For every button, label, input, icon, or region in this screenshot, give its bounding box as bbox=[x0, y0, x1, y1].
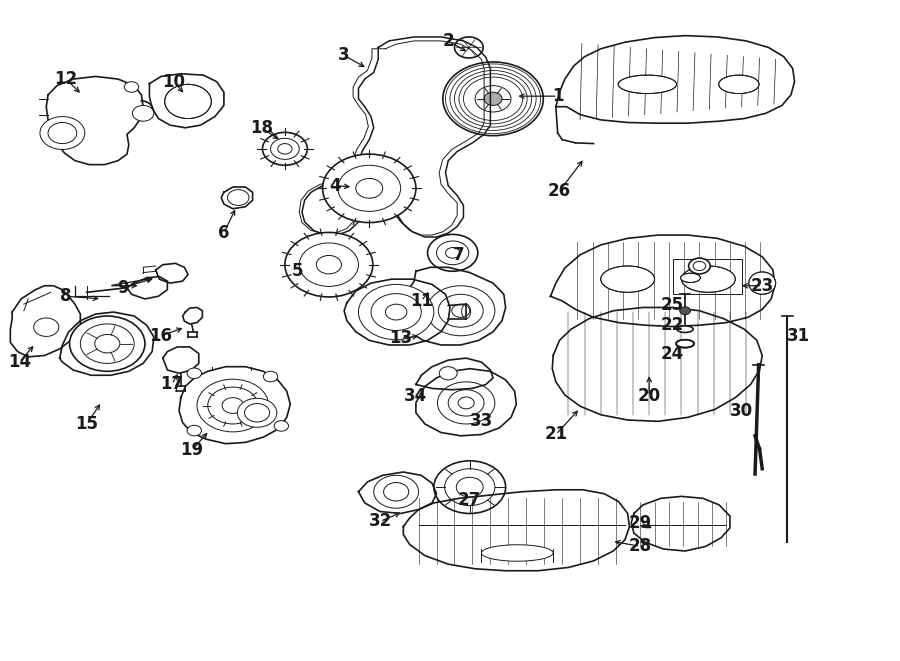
Circle shape bbox=[680, 307, 690, 315]
Circle shape bbox=[428, 235, 478, 271]
Text: 18: 18 bbox=[250, 119, 273, 137]
Text: 12: 12 bbox=[54, 70, 77, 88]
Polygon shape bbox=[156, 263, 188, 283]
Circle shape bbox=[69, 316, 145, 371]
Circle shape bbox=[439, 367, 457, 380]
Circle shape bbox=[427, 286, 495, 336]
Circle shape bbox=[187, 425, 202, 436]
Polygon shape bbox=[163, 347, 199, 373]
Text: 26: 26 bbox=[548, 182, 571, 200]
Text: 20: 20 bbox=[637, 387, 661, 405]
Circle shape bbox=[132, 105, 154, 121]
Circle shape bbox=[437, 382, 495, 424]
Polygon shape bbox=[149, 74, 224, 128]
Circle shape bbox=[124, 82, 139, 93]
Circle shape bbox=[40, 116, 85, 149]
Circle shape bbox=[484, 93, 502, 105]
Text: 24: 24 bbox=[661, 344, 684, 362]
Polygon shape bbox=[631, 496, 730, 551]
Polygon shape bbox=[302, 37, 491, 237]
Ellipse shape bbox=[749, 272, 776, 294]
Text: 16: 16 bbox=[149, 327, 173, 345]
Text: 2: 2 bbox=[443, 32, 454, 50]
Circle shape bbox=[197, 379, 269, 432]
Circle shape bbox=[322, 154, 416, 223]
Circle shape bbox=[454, 37, 483, 58]
Ellipse shape bbox=[680, 273, 700, 282]
Circle shape bbox=[274, 420, 289, 431]
Ellipse shape bbox=[165, 85, 211, 118]
Ellipse shape bbox=[482, 545, 554, 561]
Text: 19: 19 bbox=[180, 442, 203, 459]
Polygon shape bbox=[179, 367, 291, 444]
Text: 31: 31 bbox=[787, 327, 810, 345]
Circle shape bbox=[358, 284, 434, 340]
Text: 23: 23 bbox=[751, 277, 774, 295]
Polygon shape bbox=[358, 472, 436, 514]
Text: 5: 5 bbox=[292, 262, 303, 280]
Circle shape bbox=[187, 368, 202, 379]
Polygon shape bbox=[551, 235, 775, 327]
Circle shape bbox=[263, 132, 307, 165]
Polygon shape bbox=[553, 307, 762, 421]
Text: 1: 1 bbox=[552, 87, 563, 105]
Text: 6: 6 bbox=[218, 224, 230, 242]
Text: 15: 15 bbox=[75, 415, 98, 433]
Circle shape bbox=[33, 318, 58, 336]
Circle shape bbox=[285, 233, 373, 297]
Circle shape bbox=[688, 258, 710, 274]
Circle shape bbox=[238, 399, 277, 427]
Text: 14: 14 bbox=[8, 353, 31, 371]
Text: 34: 34 bbox=[404, 387, 428, 405]
Polygon shape bbox=[416, 369, 517, 436]
Text: 9: 9 bbox=[117, 279, 129, 297]
Ellipse shape bbox=[677, 326, 693, 332]
Polygon shape bbox=[127, 276, 167, 299]
Circle shape bbox=[264, 371, 278, 382]
Text: 10: 10 bbox=[162, 73, 185, 91]
Ellipse shape bbox=[681, 266, 735, 292]
Text: 3: 3 bbox=[338, 46, 350, 64]
Polygon shape bbox=[403, 490, 629, 570]
Text: 11: 11 bbox=[410, 292, 433, 310]
Text: 13: 13 bbox=[389, 329, 412, 348]
Text: 27: 27 bbox=[458, 491, 482, 510]
Text: 33: 33 bbox=[470, 412, 493, 430]
Ellipse shape bbox=[676, 340, 694, 348]
Polygon shape bbox=[59, 312, 154, 375]
Text: 25: 25 bbox=[661, 297, 684, 315]
Ellipse shape bbox=[618, 75, 677, 94]
Polygon shape bbox=[221, 187, 253, 209]
Polygon shape bbox=[344, 279, 450, 345]
Polygon shape bbox=[46, 77, 143, 165]
Ellipse shape bbox=[719, 75, 759, 94]
Ellipse shape bbox=[600, 266, 654, 292]
Text: 29: 29 bbox=[628, 514, 652, 531]
Text: 32: 32 bbox=[368, 512, 392, 530]
Text: 8: 8 bbox=[60, 288, 72, 305]
Circle shape bbox=[374, 475, 419, 508]
Circle shape bbox=[434, 461, 506, 514]
Text: 21: 21 bbox=[544, 426, 567, 444]
Text: 28: 28 bbox=[628, 537, 652, 555]
Circle shape bbox=[443, 62, 544, 136]
Polygon shape bbox=[183, 307, 202, 324]
Text: 4: 4 bbox=[329, 176, 341, 195]
Text: 17: 17 bbox=[160, 375, 184, 393]
Polygon shape bbox=[672, 259, 742, 294]
Text: 30: 30 bbox=[730, 402, 753, 420]
Text: 22: 22 bbox=[661, 316, 684, 334]
Polygon shape bbox=[403, 267, 506, 345]
Polygon shape bbox=[556, 36, 795, 123]
Polygon shape bbox=[416, 358, 493, 390]
Polygon shape bbox=[11, 286, 80, 357]
Text: 7: 7 bbox=[454, 246, 464, 264]
